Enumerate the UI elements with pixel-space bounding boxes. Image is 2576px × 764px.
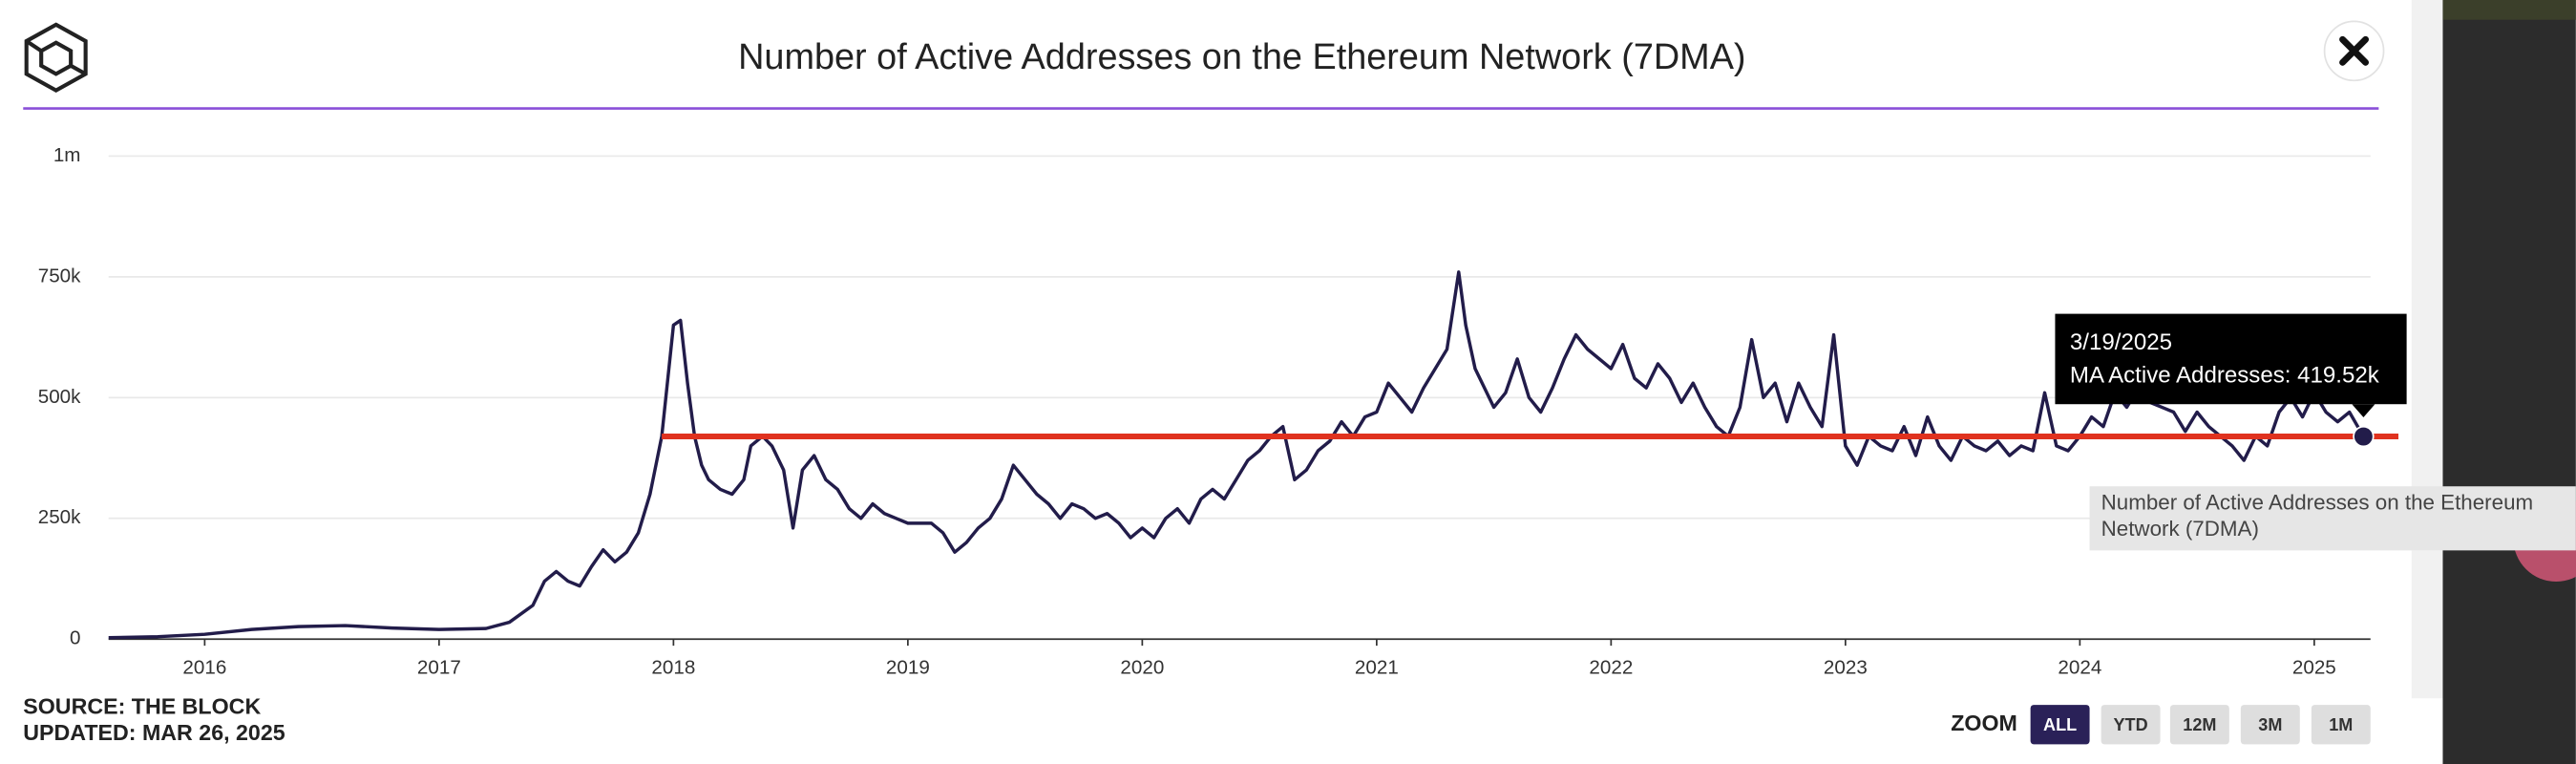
- zoom-button-label[interactable]: 3M: [2258, 715, 2282, 734]
- updated: UPDATED: MAR 26, 2025: [23, 720, 285, 745]
- zoom-button-label[interactable]: ALL: [2043, 715, 2077, 734]
- overlay: 3/19/2025 MA Active Addresses: 419.52k Num…: [2055, 313, 2576, 551]
- chart-title: Number of Active Addresses on the Ethere…: [738, 37, 1745, 77]
- zoom-button[interactable]: [2311, 705, 2371, 745]
- scrollbar[interactable]: [2411, 0, 2443, 699]
- y-tick-label: 750k: [38, 265, 81, 286]
- tooltip-pointer: [2352, 404, 2375, 417]
- zoom-button[interactable]: [2101, 705, 2161, 745]
- zoom-button[interactable]: [2169, 705, 2229, 745]
- y-tick-label: 0: [70, 627, 80, 649]
- zoom-buttons: ALL YTD 12M 3M 1M: [2030, 705, 2371, 745]
- zoom-button[interactable]: [2030, 705, 2090, 745]
- panel: [0, 0, 2412, 764]
- plot: 0 250k 500k 750k 1m 2016 2017 2018 2019 2020 2021 2…: [38, 144, 2399, 679]
- tooltip-value: MA Active Addresses: 419.52k: [2070, 362, 2380, 388]
- zoom-button-label[interactable]: 1M: [2329, 715, 2353, 734]
- x-tick-label: 2018: [651, 657, 695, 679]
- backdrop: [2442, 0, 2576, 764]
- logo: [24, 22, 88, 93]
- source: SOURCE: THE BLOCK: [23, 694, 261, 719]
- x-tick-label: 2024: [2058, 657, 2101, 679]
- tooltip-box: [2055, 313, 2407, 405]
- series-label-box: [2089, 486, 2576, 551]
- series-label: Number of Active Addresses on the Ethere…: [2101, 489, 2534, 541]
- zoom-label: ZOOM: [1951, 711, 2017, 735]
- x-tick-label: 2023: [1824, 657, 1868, 679]
- x-tick-label: 2016: [182, 657, 226, 679]
- series-label-text: Number of Active Addresses on the Ethere…: [2101, 489, 2534, 541]
- x-tick-label: 2022: [1589, 657, 1633, 679]
- zoom-button-label[interactable]: 12M: [2183, 715, 2216, 734]
- zoom-button[interactable]: [2240, 705, 2300, 745]
- x-tick-label: 2020: [1120, 657, 1164, 679]
- x-tick-label: 2021: [1355, 657, 1399, 679]
- x-tick-label: 2017: [417, 657, 461, 679]
- close-button[interactable]: [2323, 20, 2385, 82]
- x-tick-label: 2019: [886, 657, 930, 679]
- series-line: [108, 270, 2365, 640]
- y-tick-label: 250k: [38, 506, 81, 528]
- zoom-button-label[interactable]: YTD: [2114, 715, 2148, 734]
- tooltip-date: 3/19/2025: [2070, 329, 2172, 355]
- hover-point: [2353, 425, 2375, 448]
- close-icon[interactable]: [2339, 35, 2370, 66]
- y-tick-label: 1m: [53, 144, 81, 166]
- backdrop-strip: [2442, 0, 2576, 20]
- y-tick-label: 500k: [38, 386, 81, 408]
- x-tick-label: 2025: [2292, 657, 2336, 679]
